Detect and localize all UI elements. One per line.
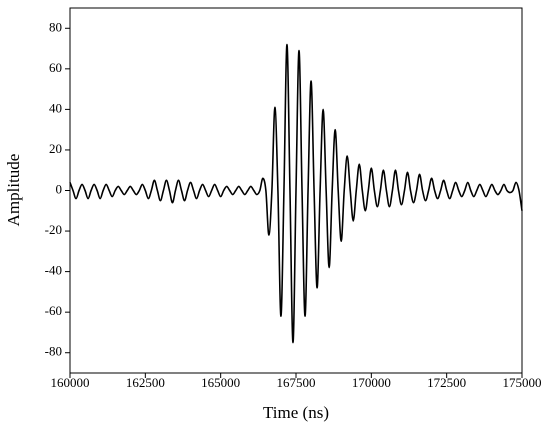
- y-tick-label: -40: [45, 263, 62, 278]
- y-tick-label: 20: [49, 141, 62, 156]
- y-tick-label: -60: [45, 303, 62, 318]
- x-tick-label: 165000: [201, 375, 240, 390]
- y-tick-label: -80: [45, 344, 62, 359]
- x-tick-label: 172500: [427, 375, 466, 390]
- y-tick-label: 40: [49, 100, 62, 115]
- x-tick-label: 175000: [503, 375, 542, 390]
- x-tick-label: 162500: [126, 375, 165, 390]
- x-tick-label: 160000: [51, 375, 90, 390]
- y-tick-label: -20: [45, 222, 62, 237]
- waveform-line: [69, 43, 523, 344]
- x-tick-label: 170000: [352, 375, 391, 390]
- x-axis-title: Time (ns): [263, 403, 329, 422]
- y-tick-label: 60: [49, 60, 62, 75]
- y-tick-label: 80: [49, 19, 62, 34]
- y-axis-title: Amplitude: [4, 154, 23, 227]
- x-tick-label: 167500: [277, 375, 316, 390]
- y-tick-label: 0: [56, 181, 63, 196]
